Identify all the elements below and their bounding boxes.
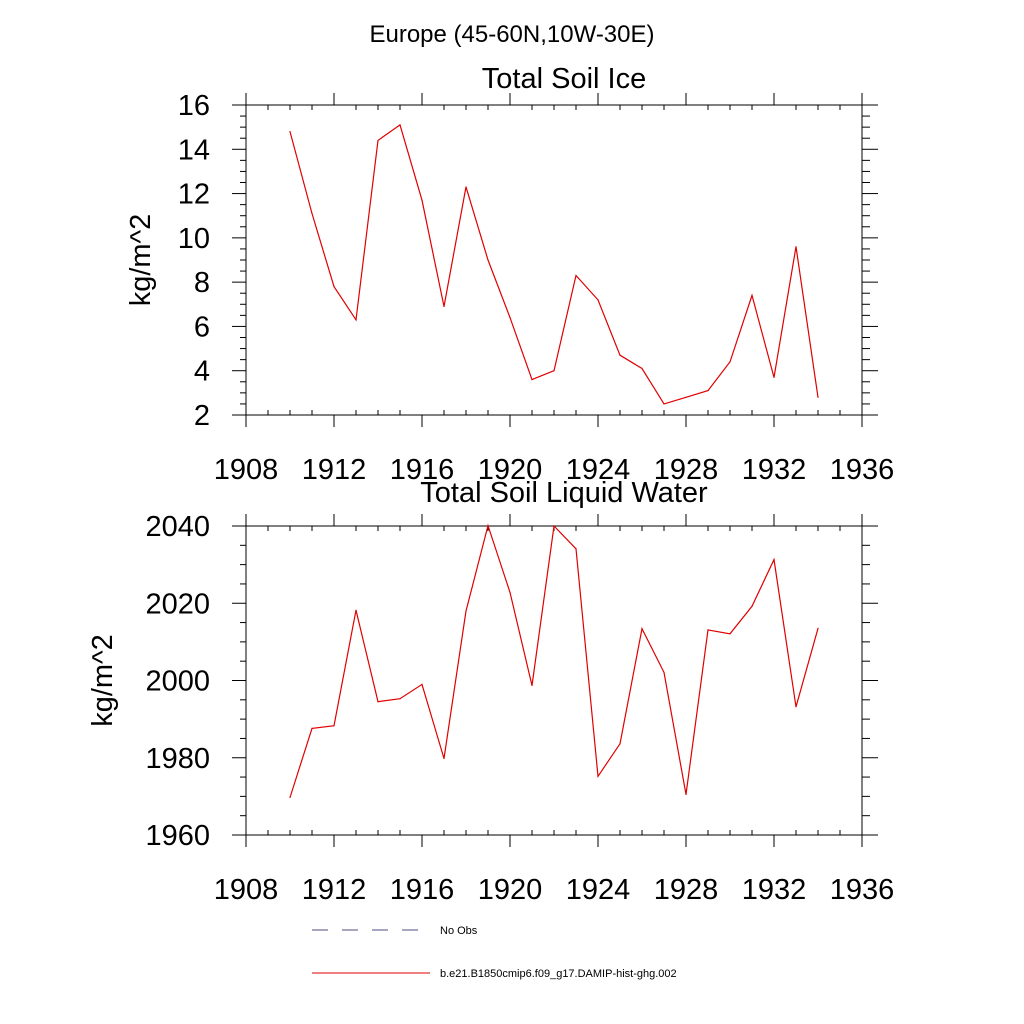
data-point-total-soil-liquid-water — [685, 793, 687, 796]
legend: No Obs b.e21.B1850cmip6.f09_g17.DAMIP-hi… — [312, 925, 677, 980]
x-tick-label: 1916 — [390, 874, 455, 906]
data-point-total-soil-ice — [443, 305, 445, 308]
data-point-total-soil-ice — [509, 316, 511, 319]
y-tick-label: 10 — [178, 223, 210, 255]
x-tick-label: 1932 — [742, 874, 807, 906]
x-tick-label: 1908 — [214, 454, 279, 486]
y-tick-label: 12 — [178, 179, 210, 211]
chart-panel-total-soil-ice: 1908 1912 1916 1920 1924 1928 1932 1936 2 4 6 8 10 12… — [125, 63, 894, 486]
data-point-total-soil-liquid-water — [509, 591, 511, 594]
data-point-total-soil-ice — [377, 139, 379, 142]
x-tick-label: 1924 — [566, 874, 631, 906]
data-point-total-soil-ice — [531, 378, 533, 381]
data-point-total-soil-ice — [355, 319, 357, 321]
x-tick-label: 1924 — [566, 454, 631, 486]
data-point-total-soil-ice — [751, 294, 753, 297]
data-point-total-soil-liquid-water — [443, 757, 445, 760]
data-point-total-soil-liquid-water — [465, 610, 467, 612]
chart-title: Total Soil Liquid Water — [420, 477, 708, 509]
data-point-total-soil-ice — [619, 354, 621, 356]
y-tick-label: 16 — [178, 90, 210, 122]
data-point-total-soil-ice — [575, 274, 577, 277]
y-tick-label: 2000 — [145, 666, 210, 698]
data-point-total-soil-ice — [487, 259, 489, 261]
y-tick-label: 4 — [194, 356, 210, 388]
data-point-total-soil-ice — [553, 370, 555, 372]
y-tick-label: 2 — [194, 400, 210, 432]
data-point-total-soil-liquid-water — [751, 605, 753, 607]
data-point-total-soil-liquid-water — [333, 725, 335, 727]
x-tick-label: 1928 — [654, 874, 719, 906]
data-point-total-soil-liquid-water — [421, 683, 423, 685]
data-point-total-soil-ice — [597, 299, 599, 301]
data-point-total-soil-liquid-water — [289, 796, 291, 799]
data-point-total-soil-liquid-water — [641, 628, 643, 630]
data-point-total-soil-ice — [421, 199, 423, 201]
data-point-total-soil-ice — [333, 285, 335, 288]
data-point-total-soil-liquid-water — [311, 727, 313, 729]
data-point-total-soil-ice — [311, 212, 313, 215]
y-axis-label: kg/m^2 — [125, 214, 157, 307]
data-point-total-soil-liquid-water — [531, 684, 533, 687]
data-point-total-soil-ice — [685, 396, 687, 398]
x-tick-label: 1912 — [302, 454, 367, 486]
data-point-total-soil-ice — [465, 186, 467, 188]
y-axis-label: kg/m^2 — [87, 634, 119, 727]
data-point-total-soil-ice — [399, 124, 401, 126]
data-point-total-soil-ice — [707, 390, 709, 392]
x-tick-label: 1916 — [390, 454, 455, 486]
y-tick-label: 6 — [194, 311, 210, 343]
x-tick-label: 1920 — [478, 454, 543, 486]
legend-label-model-run: b.e21.B1850cmip6.f09_g17.DAMIP-hist-ghg.… — [440, 968, 677, 980]
x-tick-label: 1932 — [742, 454, 807, 486]
series-line-total-soil-liquid-water — [289, 523, 819, 798]
chart-title: Total Soil Ice — [482, 63, 646, 95]
y-tick-label: 2040 — [145, 511, 210, 543]
data-point-total-soil-liquid-water — [773, 559, 775, 561]
chart-panel-total-soil-liquid-water: 1908 1912 1916 1920 1924 1928 1932 1936 1960 1980… — [87, 477, 894, 906]
x-tick-label: 1908 — [214, 874, 279, 906]
data-point-total-soil-ice — [289, 130, 291, 133]
data-point-total-soil-liquid-water — [597, 775, 599, 777]
series-line-total-soil-ice — [289, 123, 819, 405]
data-point-total-soil-ice — [729, 361, 731, 363]
data-point-total-soil-liquid-water — [575, 548, 577, 550]
data-point-total-soil-liquid-water — [619, 743, 621, 745]
data-point-total-soil-liquid-water — [355, 609, 357, 611]
y-tick-label: 1980 — [145, 743, 210, 775]
x-tick-label: 1936 — [830, 874, 895, 906]
y-tick-label: 8 — [194, 267, 210, 299]
legend-label-no-obs: No Obs — [440, 925, 478, 937]
data-point-total-soil-liquid-water — [377, 701, 379, 703]
data-point-total-soil-liquid-water — [553, 525, 555, 527]
y-tick-label: 1960 — [145, 820, 210, 852]
data-point-total-soil-liquid-water — [795, 706, 797, 708]
data-point-total-soil-ice — [641, 367, 643, 370]
data-point-total-soil-liquid-water — [707, 629, 709, 631]
data-point-total-soil-ice — [663, 403, 665, 405]
data-point-total-soil-liquid-water — [399, 698, 401, 700]
data-point-total-soil-ice — [817, 396, 819, 398]
x-tick-label: 1920 — [478, 874, 543, 906]
figure-suptitle: Europe (45-60N,10W-30E) — [369, 21, 654, 48]
data-point-total-soil-ice — [795, 246, 797, 248]
x-tick-label: 1928 — [654, 454, 719, 486]
x-tick-label: 1912 — [302, 874, 367, 906]
data-point-total-soil-liquid-water — [663, 671, 665, 673]
y-tick-label: 2020 — [145, 588, 210, 620]
data-point-total-soil-liquid-water — [817, 627, 819, 629]
y-tick-label: 14 — [178, 134, 210, 166]
plot-frame — [245, 525, 863, 836]
x-tick-label: 1936 — [830, 454, 895, 486]
data-point-total-soil-liquid-water — [729, 633, 731, 635]
data-point-total-soil-ice — [773, 376, 775, 378]
data-point-total-soil-liquid-water — [487, 525, 489, 527]
